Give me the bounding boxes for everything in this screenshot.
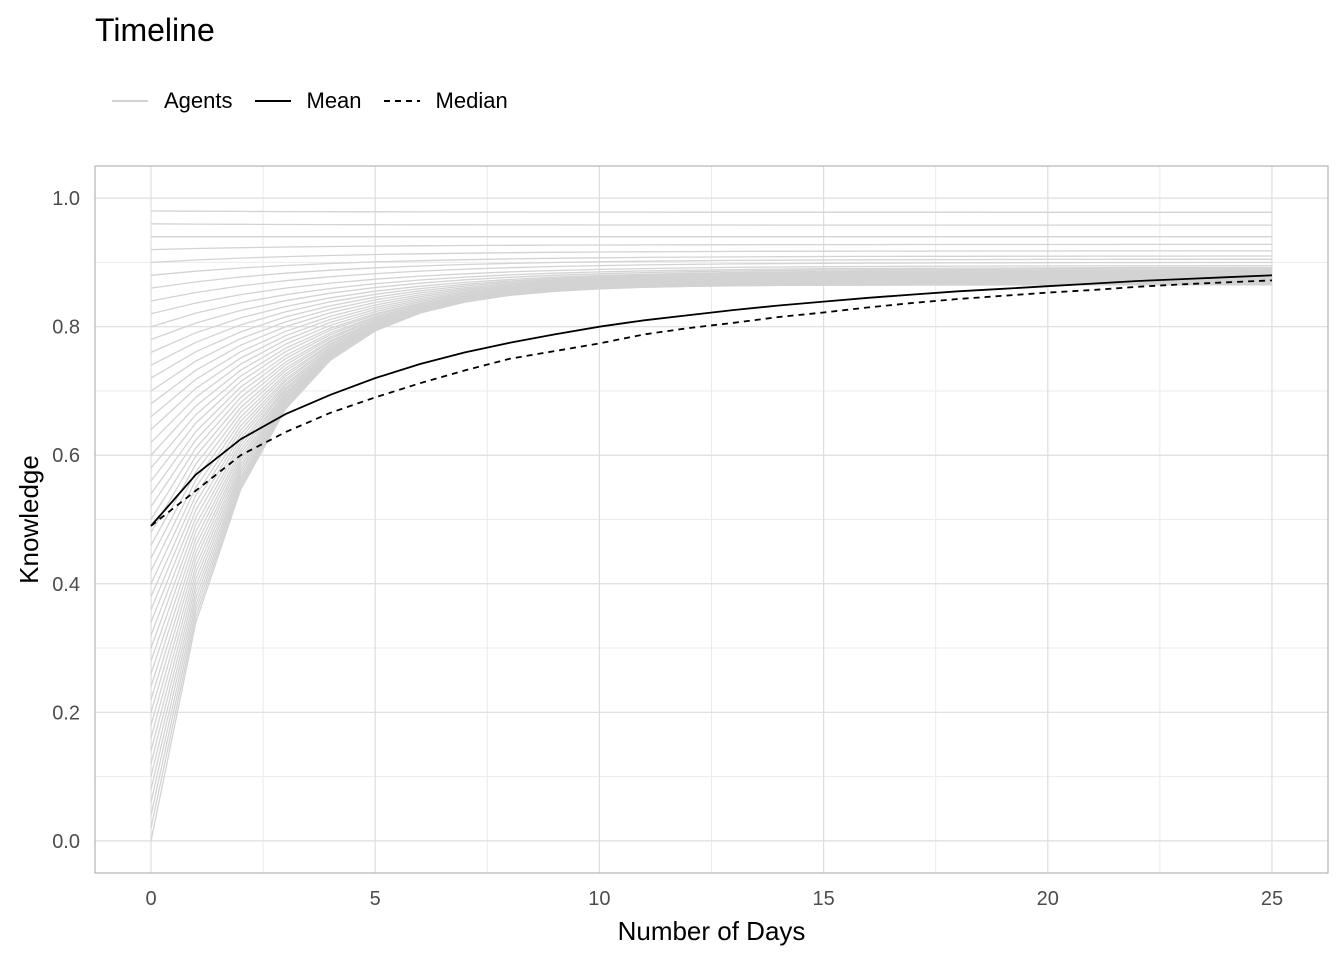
- legend-item-median: Median: [382, 88, 508, 114]
- y-tick-label: 1.0: [52, 188, 80, 210]
- agent-lines: [150, 210, 1273, 842]
- legend-key-mean: [254, 100, 291, 102]
- legend-key-agents: [112, 100, 148, 102]
- x-tick-label: 10: [588, 888, 610, 910]
- y-tick-label: 0.2: [52, 702, 80, 724]
- series-line-mean: [150, 274, 1273, 527]
- y-tick-label: 0.0: [52, 831, 80, 853]
- agent-line: [150, 272, 1272, 405]
- agent-line: [150, 268, 1273, 341]
- agent-line: [150, 265, 1272, 315]
- y-tick-label: 0.4: [52, 574, 80, 596]
- x-tick-label: 0: [145, 888, 156, 910]
- x-tick-label: 15: [812, 888, 834, 910]
- agent-line: [150, 250, 1272, 264]
- agent-line: [150, 269, 1272, 353]
- y-tick-label: 0.8: [52, 317, 80, 339]
- series-line-median: [150, 279, 1273, 527]
- x-axis-title: Number of Days: [618, 916, 806, 946]
- legend-item-mean: Mean: [253, 88, 362, 114]
- agent-line: [150, 243, 1272, 251]
- grid-major: [95, 166, 1328, 873]
- legend: Agents Mean Median: [110, 86, 528, 116]
- legend-item-agents: Agents: [110, 88, 233, 114]
- x-tick-label: 20: [1037, 888, 1059, 910]
- agent-line: [150, 274, 1272, 443]
- x-axis-ticks: 0 5 10 15 20 25: [145, 888, 1283, 910]
- summary-lines: [150, 274, 1273, 527]
- chart-title: Timeline: [95, 12, 215, 48]
- y-axis-title: Knowledge: [14, 455, 44, 584]
- agent-line: [150, 266, 1273, 328]
- panel-border: [94, 165, 1329, 874]
- y-tick-label: 0.6: [52, 445, 80, 467]
- agent-line: [150, 258, 1272, 289]
- agent-line: [150, 210, 1272, 213]
- legend-label-agents: Agents: [164, 88, 233, 113]
- agent-line: [150, 261, 1272, 302]
- legend-label-mean: Mean: [306, 88, 362, 113]
- agent-line: [150, 255, 1272, 276]
- agent-line: [150, 270, 1272, 379]
- x-tick-label: 25: [1261, 888, 1283, 910]
- legend-label-median: Median: [435, 88, 508, 113]
- legend-key-median: [383, 100, 420, 102]
- y-axis-ticks: 0.0 0.2 0.4 0.6 0.8 1.0: [52, 188, 80, 853]
- x-tick-label: 5: [370, 888, 381, 910]
- agent-line: [150, 223, 1272, 226]
